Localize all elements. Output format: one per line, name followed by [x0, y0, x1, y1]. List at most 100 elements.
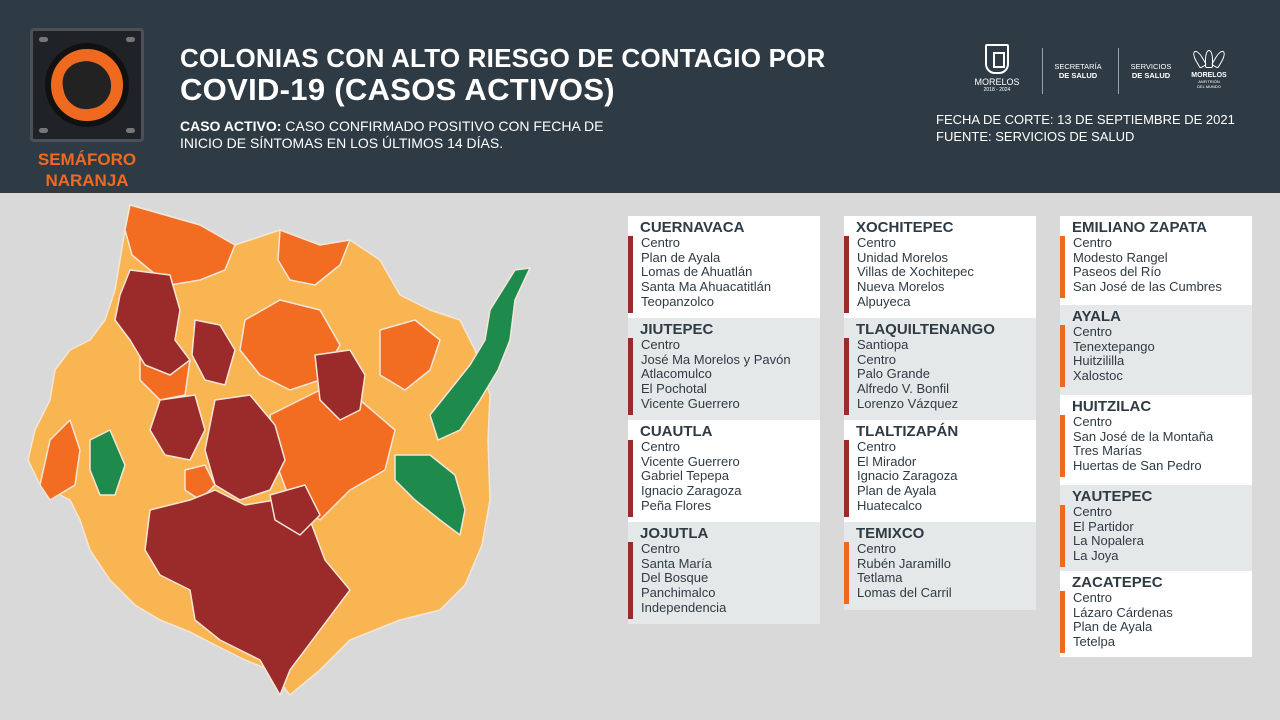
colonia-item: Teopanzolco [641, 293, 714, 309]
municipio-name: TEMIXCO [856, 525, 925, 542]
municipio-card-temixco: TEMIXCO Centro Rubén Jaramillo Tetlama L… [844, 522, 1036, 610]
colonia-item: Ignacio Zaragoza [641, 483, 742, 499]
semaforo-label-2: NARANJA [45, 171, 129, 190]
colonia-item: Alpuyeca [857, 293, 911, 309]
colonia-item: Lomas del Carril [857, 585, 952, 601]
colonias-list: Centro El Partidor La Nopalera La Joya [1060, 504, 1252, 567]
colonia-item: Centro [857, 235, 897, 250]
colonia-item: Panchimalco [641, 585, 716, 601]
colonia-item: Gabriel Tepepa [641, 468, 729, 484]
colonia-item: Centro [857, 541, 897, 556]
definition-bold: CASO ACTIVO: [180, 118, 282, 134]
servicios-logo-line2: DE SALUD [1131, 71, 1171, 80]
municipio-card-xochitepec: XOCHITEPEC Centro Unidad Morelos Villas … [844, 216, 1036, 318]
definition-text: CASO ACTIVO: CASO CONFIRMADO POSITIVO CO… [180, 118, 680, 152]
page-title: COLONIAS CON ALTO RIESGO DE CONTAGIO POR… [180, 43, 900, 107]
colonias-list: Centro El Mirador Ignacio Zaragoza Plan … [844, 439, 1036, 517]
colonia-item: El Mirador [857, 453, 917, 469]
municipio-card-huitzilac: HUITZILAC Centro San José de la Montaña … [1060, 395, 1252, 485]
colonia-item: Centro [857, 439, 897, 454]
colonia-item: Centro [641, 337, 681, 352]
colonias-list: Centro Modesto Rangel Paseos del Río San… [1060, 235, 1252, 298]
map-region-jiutepec [191, 319, 236, 386]
page-title-line1: COLONIAS CON ALTO RIESGO DE CONTAGIO POR [180, 43, 826, 73]
municipio-card-tlaquiltenango: TLAQUILTENANGO Santiopa Centro Palo Gran… [844, 318, 1036, 420]
colonia-item: Centro [1073, 590, 1113, 605]
lotus-icon [1191, 46, 1227, 69]
colonias-list: Centro Tenextepango Huitzililla Xalostoc [1060, 324, 1252, 387]
map-region-tlalnepantla [277, 229, 351, 286]
municipio-card-cuautla: CUAUTLA Centro Vicente Guerrero Gabriel … [628, 420, 820, 522]
municipio-name: AYALA [1072, 308, 1121, 325]
map-region-jojutla [144, 489, 351, 696]
secretaria-logo: SECRETARÍA DE SALUD [1050, 62, 1106, 80]
colonia-item: Peña Flores [641, 497, 712, 513]
municipio-name: TLAQUILTENANGO [856, 321, 995, 338]
definition-line1: CASO CONFIRMADO POSITIVO CON FECHA DE [281, 118, 604, 134]
colonia-item: El Partidor [1073, 518, 1134, 534]
colonia-item: Huitzililla [1073, 353, 1125, 369]
municipio-card-cuernavaca: CUERNAVACA Centro Plan de Ayala Lomas de… [628, 216, 820, 318]
municipio-card-zacatepec: ZACATEPEC Centro Lázaro Cárdenas Plan de… [1060, 571, 1252, 657]
colonia-item: Nueva Morelos [857, 279, 945, 295]
map-region-cuernavaca [114, 269, 191, 376]
map-region-tlayacapan [314, 349, 366, 421]
servicios-logo: SERVICIOS DE SALUD [1126, 62, 1176, 80]
colonia-item: Centro [1073, 414, 1113, 429]
colonias-list: Centro Lázaro Cárdenas Plan de Ayala Tet… [1060, 590, 1252, 653]
secretaria-logo-line2: DE SALUD [1058, 71, 1098, 80]
colonia-item: Centro [857, 351, 897, 367]
definition-line2: INICIO DE SÍNTOMAS EN LOS ÚLTIMOS 14 DÍA… [180, 135, 504, 151]
colonia-item: Villas de Xochitepec [857, 264, 974, 280]
colonia-item: Unidad Morelos [857, 249, 949, 265]
colonia-item: Centro [1073, 324, 1113, 339]
morelos-logo: MORELOS 2018 - 2024 [972, 44, 1022, 93]
municipio-name: TLALTIZAPÁN [856, 423, 959, 440]
colonia-item: La Nopalera [1073, 533, 1144, 549]
colonia-item: Vicente Guerrero [641, 395, 740, 411]
municipio-card-ayala: AYALA Centro Tenextepango Huitzililla Xa… [1060, 305, 1252, 395]
colonia-item: Centro [641, 235, 681, 250]
colonia-item: El Pochotal [641, 381, 707, 397]
servicios-logo-line1: SERVICIOS [1130, 62, 1172, 71]
map-region-emiliano-zapata [149, 394, 206, 461]
colonia-item: Rubén Jaramillo [857, 555, 951, 571]
colonia-item: José Ma Morelos y Pavón [641, 351, 791, 367]
municipio-card-jojutla: JOJUTLA Centro Santa María Del Bosque Pa… [628, 522, 820, 624]
municipio-name: XOCHITEPEC [856, 219, 954, 236]
municipio-card-emiliano-zapata: EMILIANO ZAPATA Centro Modesto Rangel Pa… [1060, 216, 1252, 305]
map-region-jonacatepec [394, 454, 466, 536]
colonia-item: Centro [641, 541, 681, 556]
colonia-item: Tetelpa [1073, 634, 1115, 650]
colonia-item: Plan de Ayala [857, 483, 937, 499]
lotus-logo-sub1: ANFITRIÓN [1198, 79, 1220, 84]
colonia-item: Palo Grande [857, 366, 930, 382]
colonia-item: Huertas de San Pedro [1073, 458, 1202, 474]
municipio-card-tlaltizapan: TLALTIZAPÁN Centro El Mirador Ignacio Za… [844, 420, 1036, 522]
municipio-name: CUAUTLA [640, 423, 713, 440]
map-region-miacatlan [39, 419, 81, 501]
logo-divider [1118, 48, 1119, 94]
morelos-risk-map [27, 204, 531, 696]
colonia-item: Tetlama [857, 570, 903, 586]
map-region-tlaltizapan [204, 394, 286, 501]
colonia-item: Modesto Rangel [1073, 249, 1168, 265]
map-region-tlaquiltenango [269, 484, 321, 536]
municipio-name: EMILIANO ZAPATA [1072, 219, 1207, 236]
colonia-item: San José de la Montaña [1073, 428, 1214, 444]
colonia-item: Centro [1073, 235, 1113, 250]
colonias-list: Centro San José de la Montaña Tres María… [1060, 414, 1252, 477]
municipio-name: JOJUTLA [640, 525, 709, 542]
colonia-item: Tres Marías [1073, 443, 1142, 459]
colonia-item: Del Bosque [641, 570, 709, 586]
secretaria-logo-line1: SECRETARÍA [1054, 62, 1102, 71]
lotus-logo: MORELOS ANFITRIÓN DEL MUNDO [1190, 46, 1228, 89]
semaforo-icon [30, 28, 144, 142]
colonia-item: Vicente Guerrero [641, 453, 740, 469]
colonia-item: Alfredo V. Bonfil [857, 381, 950, 397]
colonia-item: Paseos del Río [1073, 264, 1162, 280]
header-banner: SEMÁFORO NARANJA COLONIAS CON ALTO RIESG… [0, 0, 1280, 193]
colonia-item: San José de las Cumbres [1073, 279, 1222, 295]
semaforo-light [45, 43, 129, 127]
colonia-item: Xalostoc [1073, 368, 1123, 384]
